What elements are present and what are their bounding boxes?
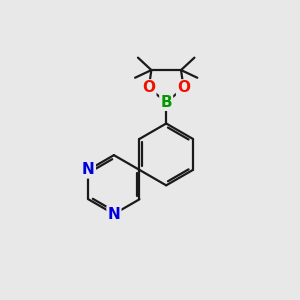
Text: O: O [177, 80, 190, 95]
Text: O: O [142, 80, 155, 95]
Text: N: N [82, 162, 95, 177]
Text: B: B [160, 95, 172, 110]
Text: N: N [107, 206, 120, 221]
